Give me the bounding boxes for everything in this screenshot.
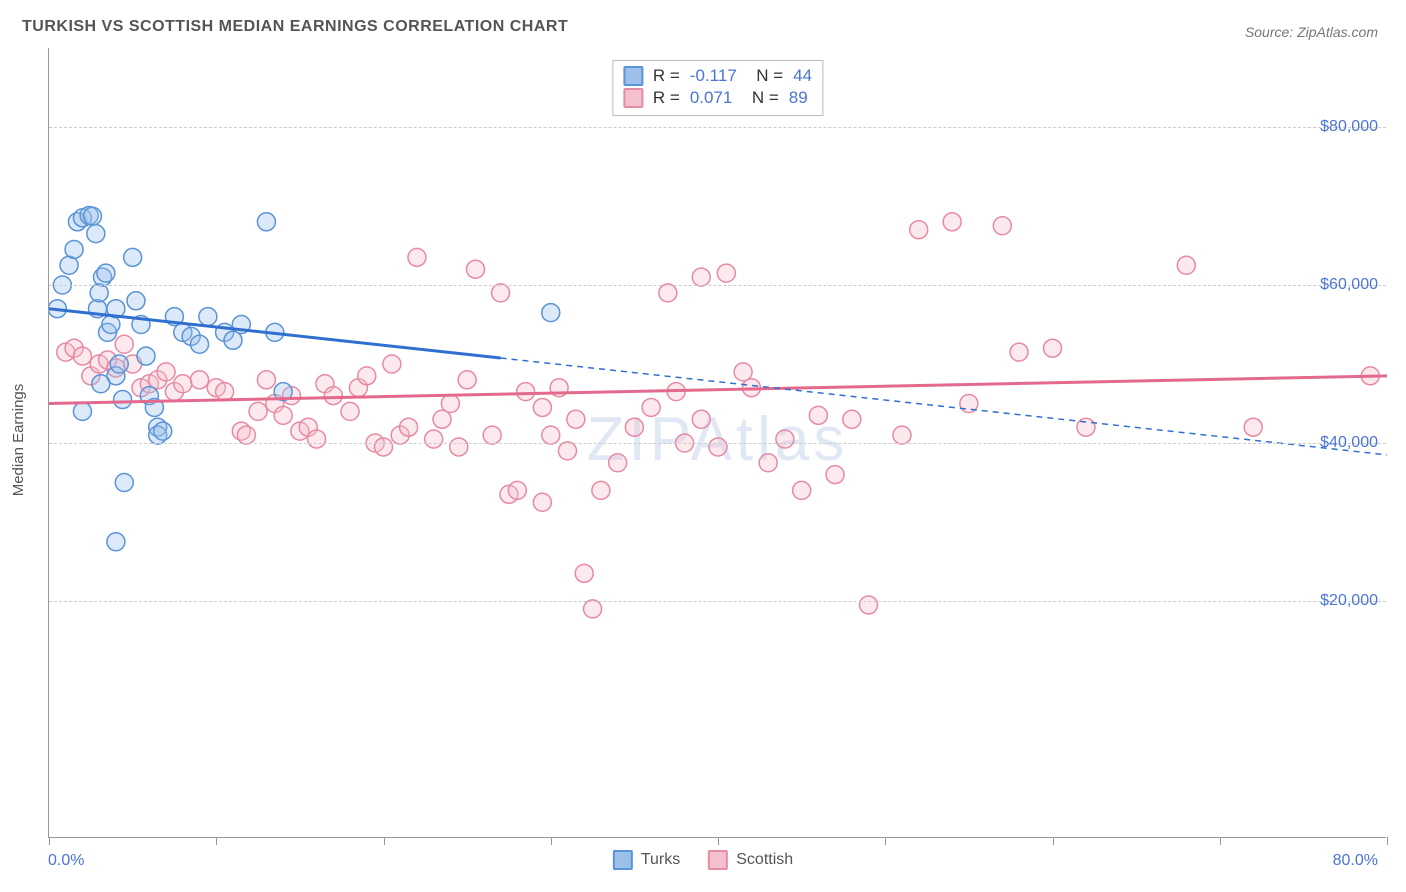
x-tick (885, 837, 886, 845)
y-tick-label: $60,000 (1320, 276, 1378, 294)
n-value-scottish: 89 (789, 88, 808, 108)
y-tick-label: $40,000 (1320, 434, 1378, 452)
swatch-scottish-bottom (708, 850, 728, 870)
x-axis-end-label: 80.0% (1333, 852, 1378, 870)
y-axis-label: Median Earnings (10, 384, 27, 497)
series-legend-scottish: Scottish (708, 850, 793, 870)
x-tick (551, 837, 552, 845)
x-tick (216, 837, 217, 845)
r-value-turks: -0.117 (690, 66, 737, 86)
series-legend: Turks Scottish (613, 850, 793, 870)
plot-area: ZIPAtlas R = -0.117 N = 44 R = 0.071 N =… (48, 48, 1386, 838)
y-tick-label: $80,000 (1320, 118, 1378, 136)
series-legend-turks: Turks (613, 850, 680, 870)
gridline (49, 285, 1386, 286)
series-label-scottish: Scottish (736, 851, 793, 869)
gridline (49, 127, 1386, 128)
x-tick (1053, 837, 1054, 845)
source-attribution: Source: ZipAtlas.com (1245, 24, 1378, 40)
stats-legend: R = -0.117 N = 44 R = 0.071 N = 89 (612, 60, 823, 116)
swatch-turks-bottom (613, 850, 633, 870)
swatch-scottish (623, 88, 643, 108)
r-value-scottish: 0.071 (690, 88, 733, 108)
x-axis-start-label: 0.0% (48, 852, 84, 870)
chart-title: TURKISH VS SCOTTISH MEDIAN EARNINGS CORR… (22, 18, 568, 36)
gridline (49, 601, 1386, 602)
x-tick (384, 837, 385, 845)
series-label-turks: Turks (641, 851, 680, 869)
gridline (49, 443, 1386, 444)
swatch-turks (623, 66, 643, 86)
x-tick (1387, 837, 1388, 845)
y-tick-label: $20,000 (1320, 592, 1378, 610)
stats-legend-row-turks: R = -0.117 N = 44 (623, 65, 812, 87)
stats-legend-row-scottish: R = 0.071 N = 89 (623, 87, 812, 109)
x-tick (49, 837, 50, 845)
n-value-turks: 44 (793, 66, 812, 86)
watermark: ZIPAtlas (587, 403, 849, 474)
x-tick (718, 837, 719, 845)
x-tick (1220, 837, 1221, 845)
